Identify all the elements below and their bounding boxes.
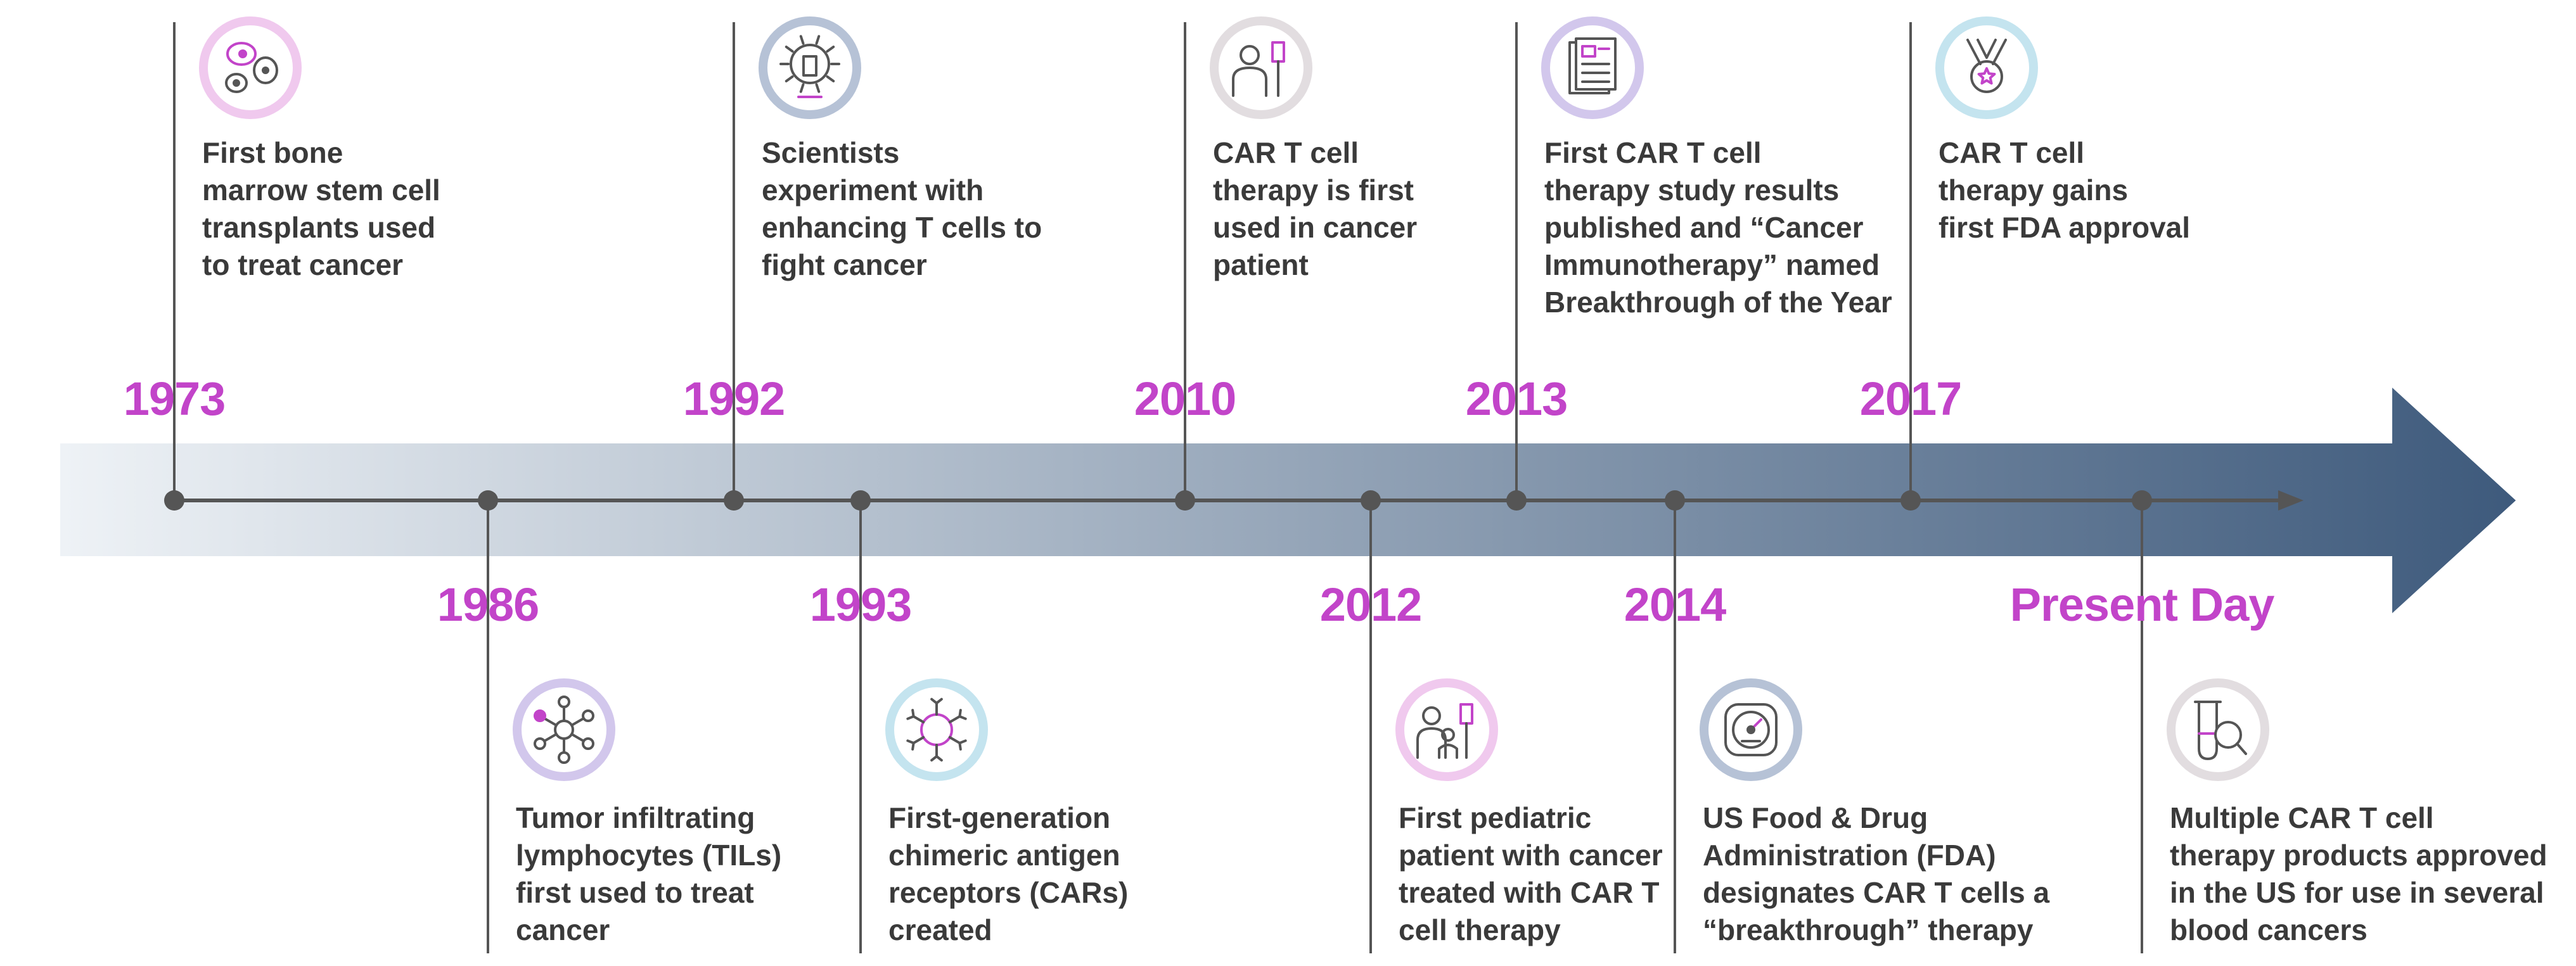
timeline-node <box>164 490 184 511</box>
event-description: First bone marrow stem cell transplants … <box>202 136 440 281</box>
event-description: First-generation chimeric antigen recept… <box>888 801 1129 946</box>
event-2017: 2017 <box>1860 16 2038 511</box>
event-1973: 1973 <box>124 16 302 511</box>
event-2010: 2010 <box>1134 16 1312 511</box>
event-description: First pediatric patient with cancer trea… <box>1399 801 1663 946</box>
stem-cells-icon <box>225 42 278 93</box>
icon-ring <box>1210 16 1312 119</box>
event-year: 2010 <box>1134 372 1236 425</box>
event-2013: 2013 <box>1466 16 1644 511</box>
speedometer-icon <box>1724 703 1778 756</box>
axis-arrowhead <box>2278 490 2304 511</box>
icon-ring <box>199 16 302 119</box>
event-1986: 1986 <box>437 490 615 953</box>
timeline-node <box>724 490 744 511</box>
event-year: 1992 <box>683 372 785 425</box>
event-present-day: Present Day <box>2010 490 2275 953</box>
timeline-node <box>478 490 498 511</box>
event-year: 1986 <box>437 578 539 631</box>
event-description: First CAR T cell therapy study results p… <box>1544 136 1892 319</box>
event-year: 2014 <box>1624 578 1726 631</box>
event-1992: 1992 <box>683 16 861 511</box>
timeline-node <box>1361 490 1381 511</box>
timeline-node <box>1900 490 1921 511</box>
timeline-node <box>1665 490 1685 511</box>
event-description: US Food & Drug Administration (FDA) desi… <box>1703 801 2050 946</box>
car-receptor-icon <box>906 697 967 762</box>
timeline-node <box>1506 490 1527 511</box>
event-year: 2013 <box>1466 372 1568 425</box>
event-description: Multiple CAR T cell therapy products app… <box>2170 801 2547 946</box>
timeline-node <box>1175 490 1195 511</box>
timeline-node <box>850 490 871 511</box>
event-description: CAR T cell therapy is first used in canc… <box>1213 136 1418 281</box>
event-year: 1993 <box>810 578 912 631</box>
events-layer: 1973 1986 1992 1993 2010 2012 2013 2014 2017 Pres… <box>124 16 2275 953</box>
test-tube-search-icon <box>2194 701 2247 760</box>
event-year: Present Day <box>2010 578 2275 631</box>
medal-icon <box>1966 39 2007 93</box>
event-year: 1973 <box>124 372 226 425</box>
event-2014: 2014 <box>1624 490 1802 953</box>
event-year: 2017 <box>1860 372 1962 425</box>
journal-icon <box>1568 37 1617 94</box>
event-year: 2012 <box>1320 578 1422 631</box>
t-cell-microscope-icon <box>779 35 840 98</box>
icon-ring <box>885 678 988 781</box>
icon-ring <box>759 16 861 119</box>
event-2012: 2012 <box>1320 490 1498 953</box>
event-description: Tumor infiltrating lymphocytes (TILs) fi… <box>516 801 782 946</box>
event-1993: 1993 <box>810 490 988 953</box>
pediatric-patient-icon <box>1416 703 1473 759</box>
til-network-icon <box>534 696 594 764</box>
event-description: Scientists experiment with enhancing T c… <box>762 136 1042 281</box>
event-description: CAR T cell therapy gains first FDA appro… <box>1938 136 2191 244</box>
timeline-node <box>2132 490 2152 511</box>
patient-iv-icon <box>1232 41 1285 97</box>
icon-ring <box>513 678 615 781</box>
